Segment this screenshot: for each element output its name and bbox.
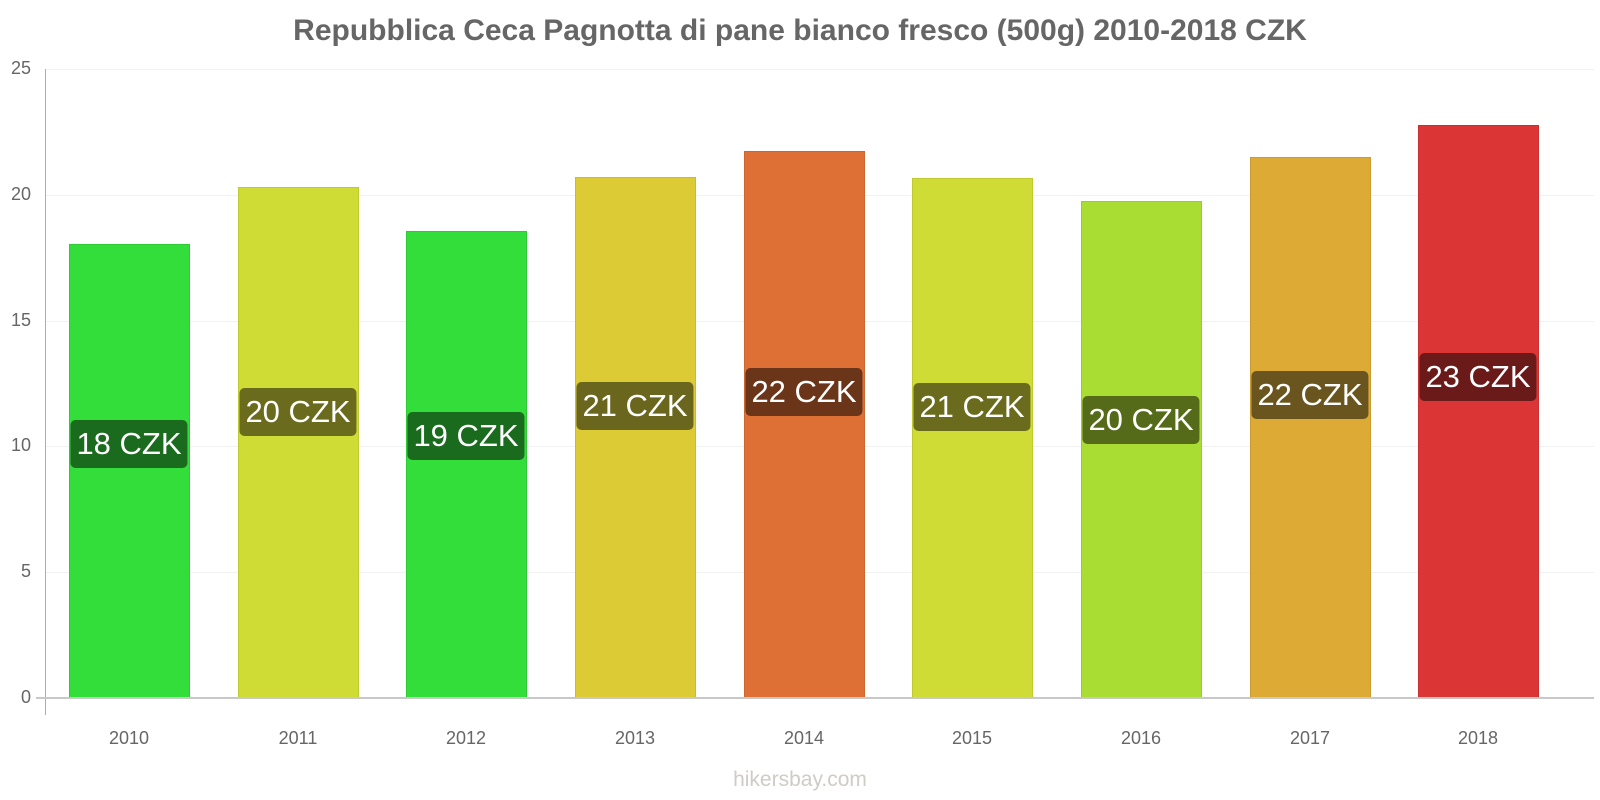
value-label-2013: 21 CZK bbox=[576, 382, 694, 431]
x-tick-label: 2011 bbox=[278, 728, 318, 748]
x-tick-label: 2015 bbox=[951, 728, 993, 748]
gridline bbox=[46, 69, 1594, 70]
value-label-2018: 23 CZK bbox=[1419, 353, 1537, 402]
x-tick-label: 2017 bbox=[1289, 728, 1331, 748]
bar-2017[interactable] bbox=[1249, 157, 1371, 698]
y-axis-line bbox=[45, 69, 46, 715]
value-label-2011: 20 CZK bbox=[239, 387, 357, 436]
y-tick-label: 25 bbox=[10, 58, 31, 78]
bar-2018[interactable] bbox=[1417, 125, 1539, 698]
x-tick-label: 2014 bbox=[783, 728, 825, 748]
bar-2016[interactable] bbox=[1080, 201, 1202, 698]
y-tick-label: 20 bbox=[10, 183, 31, 204]
value-label-2015: 21 CZK bbox=[913, 382, 1031, 431]
chart-title: Repubblica Ceca Pagnotta di pane bianco … bbox=[293, 14, 1307, 47]
x-tick-label: 2010 bbox=[108, 728, 150, 748]
bar-2012[interactable] bbox=[405, 231, 527, 698]
watermark: hikersbay.com bbox=[733, 768, 867, 791]
bar-2011[interactable] bbox=[237, 187, 359, 698]
value-label-2010: 18 CZK bbox=[70, 419, 188, 468]
value-label-2014: 22 CZK bbox=[745, 367, 863, 416]
y-tick-label: 15 bbox=[10, 309, 31, 330]
value-label-2012: 19 CZK bbox=[407, 412, 525, 461]
value-label-2016: 20 CZK bbox=[1082, 395, 1200, 444]
x-tick-label: 2013 bbox=[614, 728, 656, 748]
value-label-2017: 22 CZK bbox=[1251, 371, 1369, 420]
bar-2014[interactable] bbox=[743, 151, 865, 698]
bar-2013[interactable] bbox=[574, 176, 696, 698]
y-tick-label: 10 bbox=[10, 435, 31, 456]
y-tick-label: 5 bbox=[20, 561, 31, 582]
bar-2010[interactable] bbox=[68, 243, 190, 698]
x-axis-line bbox=[36, 697, 1594, 699]
x-tick-label: 2012 bbox=[445, 728, 487, 748]
y-tick-label: 0 bbox=[20, 687, 31, 707]
bar-2015[interactable] bbox=[911, 177, 1033, 698]
x-tick-label: 2016 bbox=[1120, 728, 1162, 748]
x-tick-label: 2018 bbox=[1457, 728, 1499, 748]
